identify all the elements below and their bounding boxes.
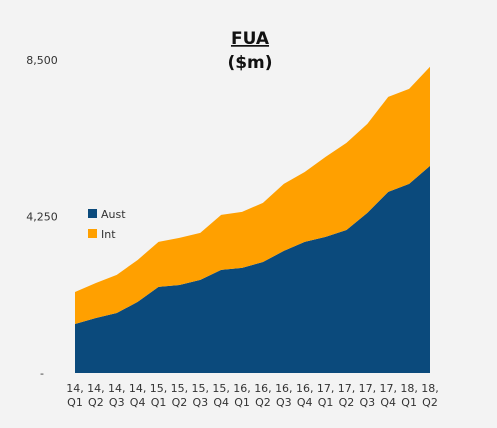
x-tick-label: 16, Q2 xyxy=(254,382,272,409)
x-tick-label-line: Q2 xyxy=(172,396,188,409)
legend-swatch xyxy=(88,209,97,218)
x-tick-label-line: 14, xyxy=(129,382,147,395)
x-tick-label: 16, Q3 xyxy=(275,382,293,409)
legend-label: Aust xyxy=(101,208,126,221)
x-tick-label-line: 15, xyxy=(192,382,210,395)
x-tick-label-line: Q2 xyxy=(422,396,438,409)
x-tick-label: 14, Q3 xyxy=(108,382,126,409)
y-tick-label: 8,500 xyxy=(26,54,58,67)
x-tick-label-line: Q2 xyxy=(255,396,271,409)
x-tick-label-line: 17, xyxy=(379,382,397,395)
x-tick-label-line: 16, xyxy=(275,382,293,395)
x-tick-label-line: Q1 xyxy=(67,396,83,409)
x-tick-label: 16, Q4 xyxy=(296,382,314,409)
area xyxy=(75,66,430,325)
x-tick-label: 18, Q1 xyxy=(400,382,418,409)
x-tick-label-line: 14, xyxy=(108,382,126,395)
x-tick-label-line: Q1 xyxy=(401,396,417,409)
x-tick-label-line: Q4 xyxy=(213,396,229,409)
x-tick-label-line: Q1 xyxy=(151,396,167,409)
x-tick-label-line: 17, xyxy=(359,382,377,395)
x-tick-label-line: Q2 xyxy=(339,396,355,409)
x-tick-label: 14, Q1 xyxy=(66,382,84,409)
x-tick-label-line: 14, xyxy=(66,382,84,395)
x-tick-label: 15, Q1 xyxy=(150,382,168,409)
x-tick-label-line: 16, xyxy=(254,382,272,395)
y-tick-label: - xyxy=(40,367,44,380)
x-tick-label-line: 17, xyxy=(317,382,335,395)
x-tick-label: 18, Q2 xyxy=(421,382,439,409)
x-tick-label-line: 18, xyxy=(400,382,418,395)
x-tick-label: 17, Q2 xyxy=(338,382,356,409)
x-tick-label-line: 14, xyxy=(87,382,105,395)
x-tick-label: 14, Q4 xyxy=(129,382,147,409)
x-tick-label-line: Q1 xyxy=(234,396,250,409)
x-tick-label-line: Q3 xyxy=(360,396,376,409)
x-tick-label-line: 16, xyxy=(296,382,314,395)
x-tick-label-line: Q4 xyxy=(380,396,396,409)
x-tick-label-line: 15, xyxy=(212,382,230,395)
x-tick-label-line: 15, xyxy=(171,382,189,395)
x-tick-label-line: 17, xyxy=(338,382,356,395)
x-tick-label: 16, Q1 xyxy=(233,382,251,409)
x-tick-label: 15, Q2 xyxy=(171,382,189,409)
chart-title: FUA xyxy=(231,29,270,49)
x-tick-label-line: 15, xyxy=(150,382,168,395)
x-tick-label: 15, Q3 xyxy=(192,382,210,409)
x-tick-label-line: Q1 xyxy=(318,396,334,409)
y-tick-label: 4,250 xyxy=(26,211,58,224)
x-tick-label: 15, Q4 xyxy=(212,382,230,409)
x-tick-label-line: Q4 xyxy=(130,396,146,409)
area xyxy=(75,165,430,373)
x-tick-label-line: Q4 xyxy=(297,396,313,409)
x-tick-label-line: Q2 xyxy=(88,396,104,409)
x-tick-label-line: 18, xyxy=(421,382,439,395)
x-tick-label-line: Q3 xyxy=(276,396,292,409)
x-tick-label: 17, Q4 xyxy=(379,382,397,409)
x-tick-label-line: 16, xyxy=(233,382,251,395)
x-tick-label-line: Q3 xyxy=(109,396,125,409)
x-tick-label-line: Q3 xyxy=(192,396,208,409)
chart-subtitle: ($m) xyxy=(227,53,272,73)
x-tick-label: 17, Q1 xyxy=(317,382,335,409)
x-tick-label: 17, Q3 xyxy=(359,382,377,409)
x-tick-label: 14, Q2 xyxy=(87,382,105,409)
legend-label: Int xyxy=(101,228,116,241)
legend-swatch xyxy=(88,229,97,238)
